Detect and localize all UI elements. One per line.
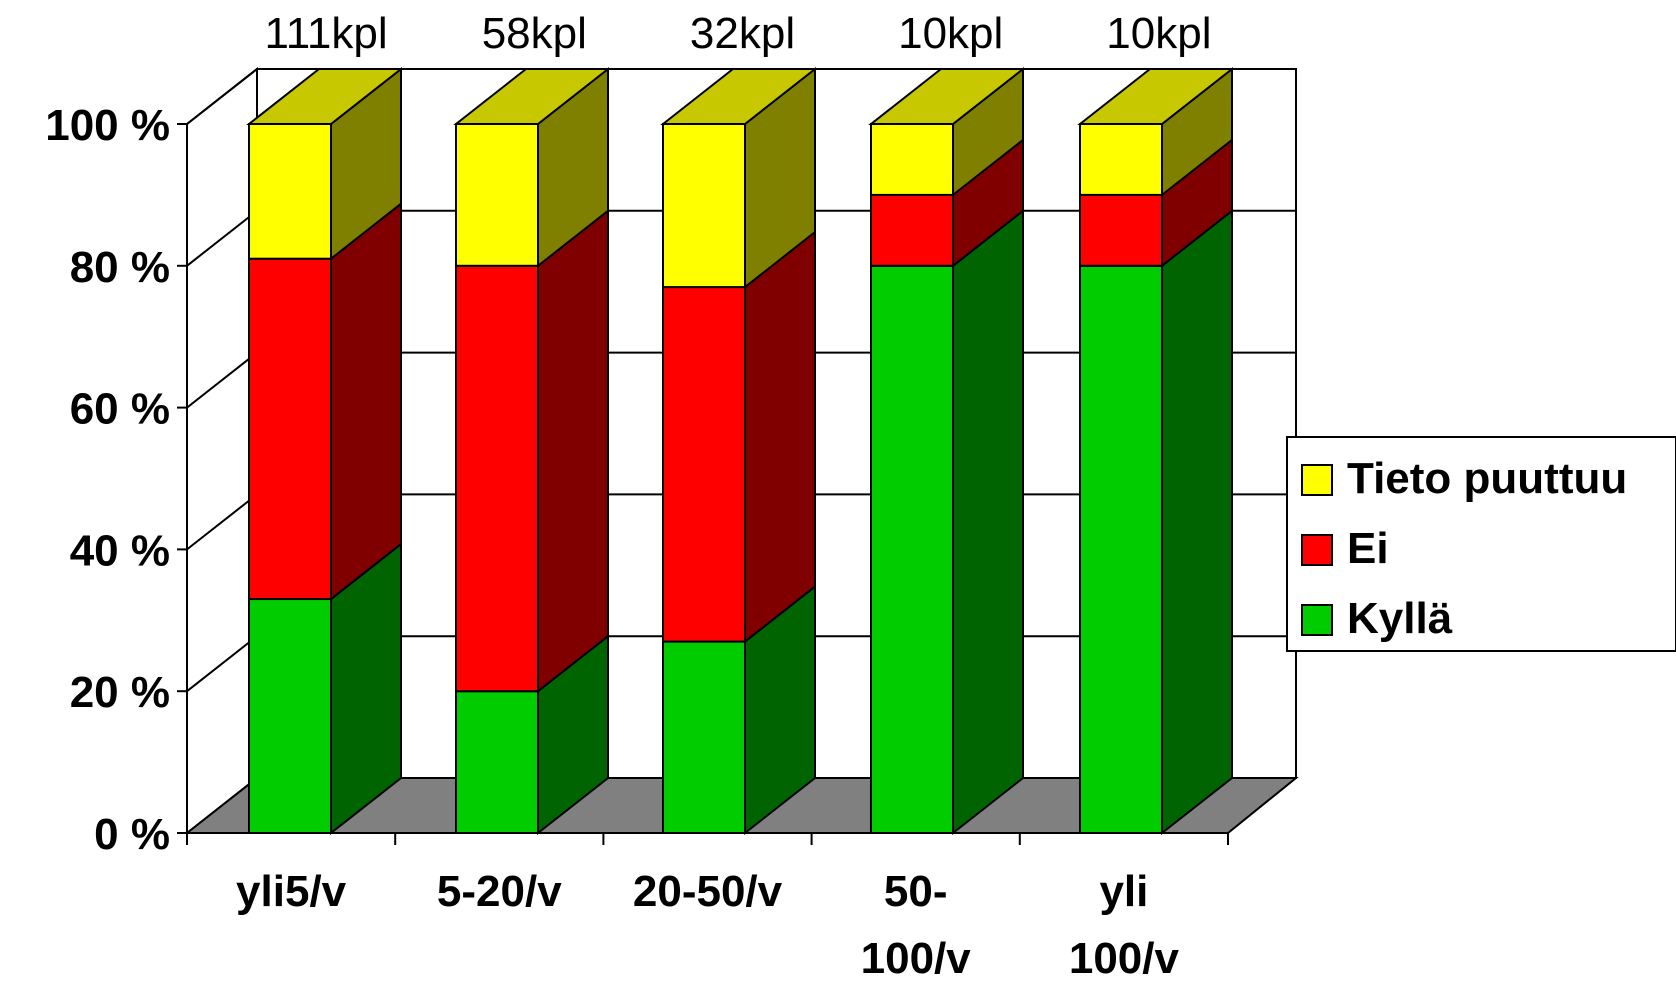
x-category-label: 100/v (861, 934, 972, 982)
bar-stack (453, 66, 611, 836)
bar-segment-ei (248, 257, 332, 601)
bar-top (868, 68, 1026, 125)
bar-stack (868, 66, 1026, 836)
side-gridline (186, 635, 258, 692)
bar-segment-tieto-puuttuu (870, 123, 954, 196)
bar-count-label: 58kpl (482, 9, 587, 58)
bar-segment-kyllä (1079, 264, 1163, 834)
legend-swatch (1301, 604, 1333, 636)
bar-segment-kyllä (870, 264, 954, 834)
bar-segment-ei (870, 193, 954, 267)
y-tick-label: 0 % (94, 810, 170, 859)
y-tick-label: 60 % (70, 385, 170, 434)
side-gridline (186, 493, 258, 551)
bar-segment-ei (662, 286, 746, 643)
bar-top (1077, 68, 1235, 125)
bar-stack (1077, 66, 1235, 836)
chart-legend: Tieto puuttuu Ei Kyllä (1286, 436, 1676, 652)
bar-count-label: 32kpl (690, 9, 795, 58)
bar-top (453, 68, 611, 125)
x-category-label: yli (1099, 867, 1148, 916)
y-tick-label: 20 % (70, 668, 170, 717)
bar-side-ei (537, 208, 609, 694)
chart-labels: 0 % 20 % 40 % 60 % 80 % 100 % yli5/v 111kpl 5-20… (45, 9, 1211, 982)
x-category-label: 100/v (1069, 934, 1180, 982)
bar-count-label: 10kpl (898, 9, 1003, 58)
legend-box (1286, 436, 1676, 652)
legend-label: Tieto puuttuu (1347, 454, 1627, 503)
y-tick-label: 40 % (70, 526, 170, 575)
bar-segment-tieto-puuttuu (1079, 123, 1163, 196)
side-wall (186, 66, 258, 836)
bar-segment-tieto-puuttuu (248, 123, 332, 260)
y-tick-label: 100 % (45, 101, 170, 150)
side-gridline (186, 210, 258, 267)
legend-label: Kyllä (1347, 594, 1453, 643)
bar-segment-kyllä (662, 640, 746, 834)
y-tick-label: 80 % (70, 243, 170, 292)
bar-segment-ei (1079, 193, 1163, 267)
bar-segment-ei (455, 264, 539, 693)
bar-segment-kyllä (248, 598, 332, 835)
x-category-label: 20-50/v (633, 867, 783, 916)
bar-segment-tieto-puuttuu (662, 123, 746, 289)
x-category-label: yli5/v (236, 867, 347, 916)
bar-stack (660, 66, 818, 836)
bar-segment-tieto-puuttuu (455, 123, 539, 267)
bar-side-ei (744, 230, 816, 644)
bar-top (246, 68, 404, 125)
side-gridline (186, 68, 258, 125)
legend-swatch (1301, 464, 1333, 496)
bar-count-label: 10kpl (1106, 9, 1211, 58)
bar-side-kyllä (952, 208, 1024, 836)
x-category-label: 50- (884, 867, 948, 916)
legend-swatch (1301, 534, 1333, 566)
bar-segment-kyllä (455, 690, 539, 835)
bar-count-label: 111kpl (265, 9, 388, 58)
bar-side-kyllä (1161, 208, 1233, 836)
legend-label: Ei (1347, 524, 1389, 573)
chart-bars (246, 66, 1235, 836)
chart-axes (177, 123, 1229, 845)
bar-top (660, 68, 818, 125)
x-category-label: 5-20/v (437, 867, 562, 916)
bar-stack (246, 66, 404, 836)
side-gridline (186, 351, 258, 409)
bar-side-ei (330, 201, 402, 602)
